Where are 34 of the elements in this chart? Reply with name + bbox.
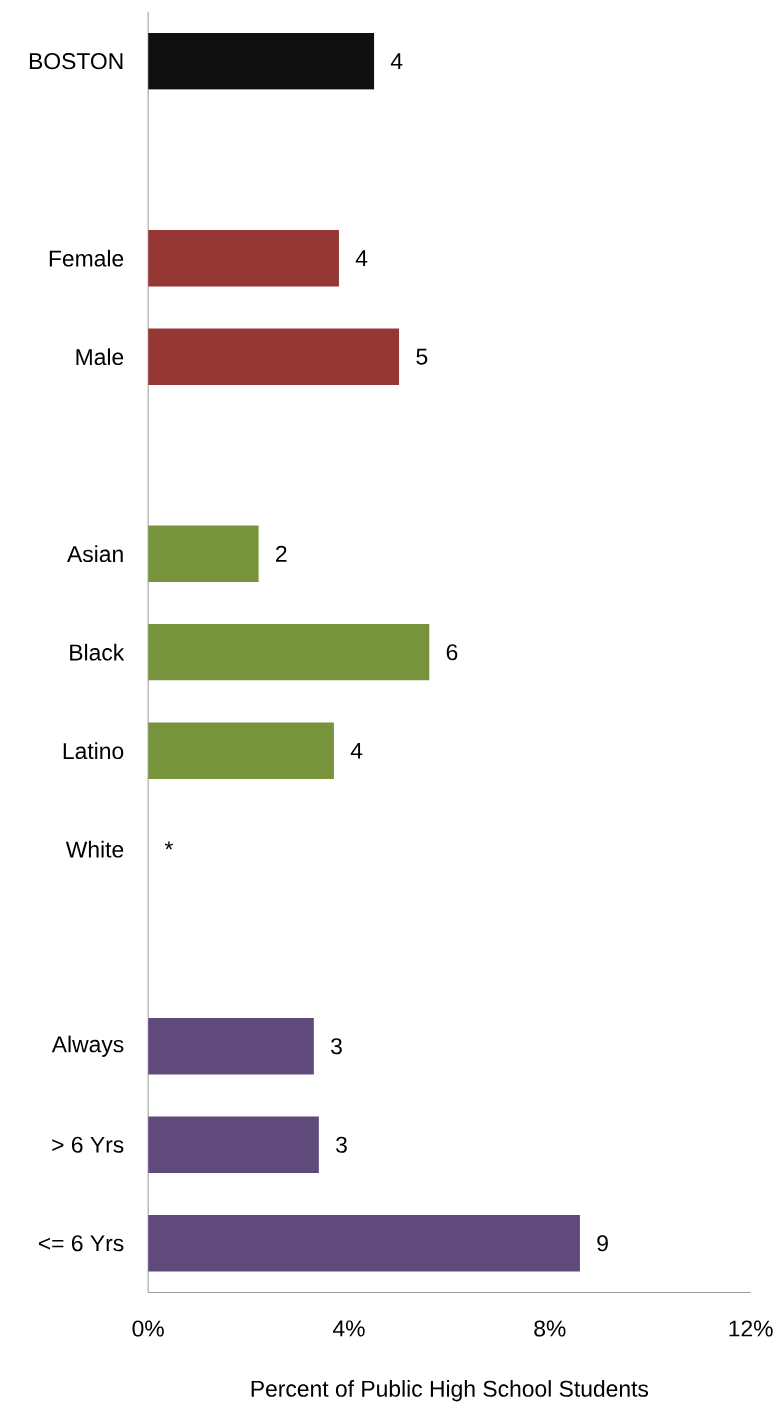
y-tick-label: Male <box>76 348 124 366</box>
y-tick-label: Female <box>49 249 124 267</box>
y-tick-label: Black <box>70 643 125 661</box>
text: * <box>164 841 173 850</box>
bar <box>148 1116 319 1174</box>
bar <box>148 623 430 681</box>
bar <box>148 1214 580 1272</box>
data-label: 3 <box>335 1136 347 1153</box>
x-tick-label: 8% <box>534 1320 566 1337</box>
data-label: 2 <box>275 545 287 562</box>
y-tick-label: <= 6 Yrs <box>38 1235 124 1252</box>
x-tick-label: 4% <box>332 1320 365 1337</box>
bar <box>148 1017 314 1075</box>
data-label: 6 <box>446 644 458 661</box>
data-label: 3 <box>330 1038 342 1055</box>
bar <box>148 229 339 287</box>
data-label: 4 <box>350 742 363 759</box>
bar <box>148 32 375 90</box>
y-tick-label: Asian <box>66 545 123 563</box>
data-label: 4 <box>390 53 403 70</box>
bar <box>148 722 334 780</box>
data-label: 4 <box>355 250 368 267</box>
y-tick-label: > 6 Yrs <box>52 1136 124 1153</box>
bar <box>148 525 259 583</box>
x-axis-title: Percent of Public High School Students <box>251 1380 648 1402</box>
data-label: 5 <box>416 348 428 365</box>
x-tick-label: 0% <box>132 1320 164 1337</box>
y-tick-label: Latino <box>63 742 124 760</box>
y-tick-label: BOSTON <box>29 53 123 70</box>
y-tick-label: White <box>65 840 124 858</box>
y-tick-label: Always <box>51 1035 124 1057</box>
bar <box>148 328 400 386</box>
x-tick-label: 12% <box>729 1320 773 1337</box>
data-label: 9 <box>597 1235 608 1252</box>
